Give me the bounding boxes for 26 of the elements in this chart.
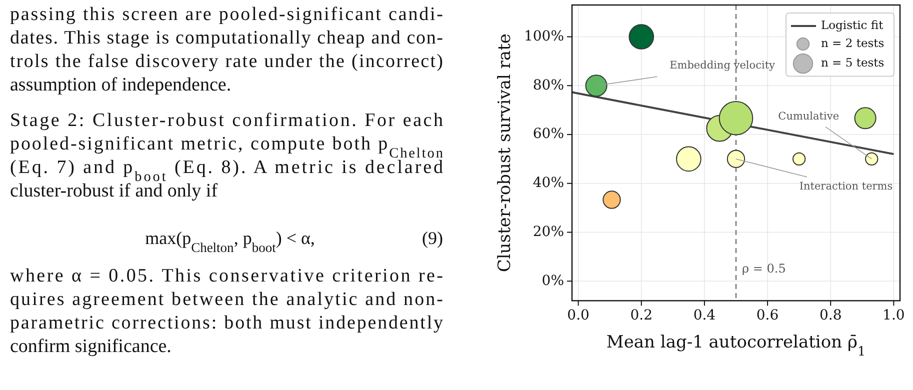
y-axis-title: Cluster-robust survival rate [495,34,515,272]
y-tick-label: 20% [532,224,564,240]
ref-line-label: ρ = 0.5 [742,262,786,276]
x-tick-label: 0.4 [693,308,716,324]
text: where α = 0.05. This conservative criterion re- quires agreement between the analytic and non- parametric corrections: both must independently confirm significance. [10,266,444,357]
y-tick-label: 60% [532,126,564,142]
x-tick-label: 0.6 [756,308,779,324]
text: (9) [422,228,443,248]
annotation: Embedding velocity [670,59,776,72]
y-tick-label: 0% [542,272,564,289]
legend-label: n = 5 tests [821,56,884,70]
x-tick-label: 0.0 [567,308,590,324]
y-tick-label: 40% [532,175,564,192]
x-tick-label: 1.0 [882,308,905,324]
text: Stage 2: Cluster-robust confirmation. For each pooled-significant metric, compute both p$_{Chelton}$ (Eq. 7) and p$_{boot}$ (Eq. 8). A metric is declared cluster-robust if and only if [10,110,443,202]
legend-label: Logistic fit [821,18,884,32]
legend-label: n = 2 tests [821,36,884,50]
x-tick-label: 0.2 [630,308,653,324]
y-tick-label: 80% [532,77,564,94]
text: max(p$_{Chelton}$, p$_{boot}$) < α, [145,228,315,254]
annotation: Interaction terms [799,180,893,193]
x-axis-title: Mean lag-1 autocorrelation ρ̄$_{1}$ [606,332,866,360]
annotation: Cumulative [778,110,840,123]
x-tick-label: 0.8 [819,308,842,324]
y-tick-label: 100% [524,28,564,44]
text: passing this screen are pooled-significant candi- dates. This stage is computationally cheap and con- trols the false discovery rate under the (incorrect) assumption of independence. [10,4,443,96]
